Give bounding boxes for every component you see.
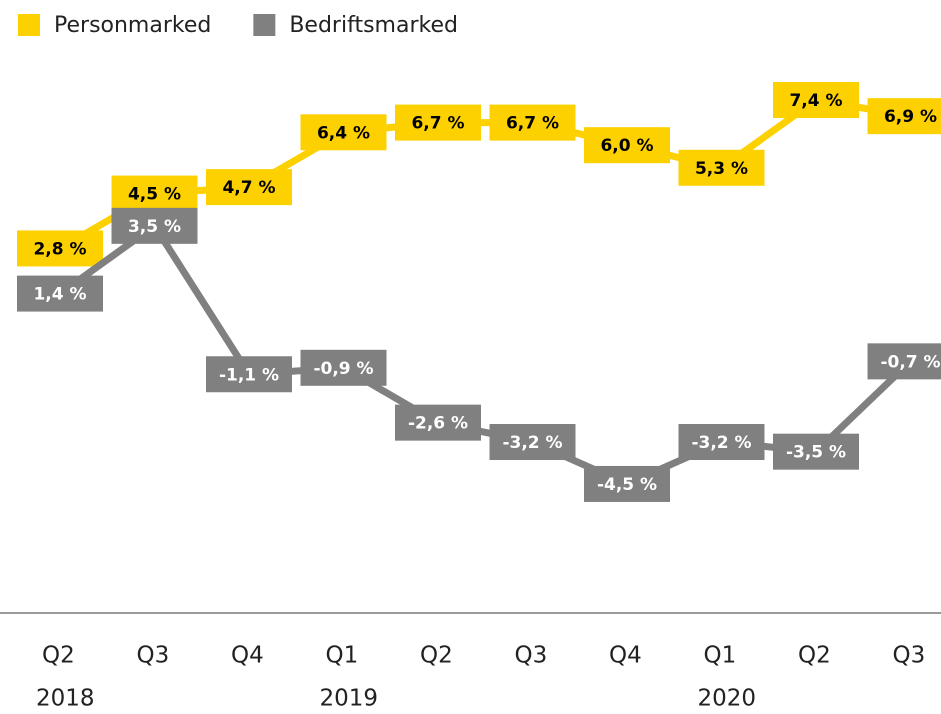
value-label: -2,6 % [408, 414, 468, 434]
value-box [867, 343, 941, 380]
value-label: 6,7 % [506, 114, 559, 134]
value-box [584, 127, 670, 164]
value-label: 6,4 % [317, 123, 370, 143]
value-box [111, 175, 198, 212]
legend-label: Personmarked [54, 13, 211, 38]
value-box [489, 424, 576, 461]
value-label: 1,4 % [33, 285, 86, 305]
value-label: 6,0 % [600, 136, 653, 156]
value-box [678, 149, 765, 186]
x-tick-label: Q2 [42, 643, 75, 669]
value-label: 6,7 % [411, 114, 464, 134]
x-tick-label: Q3 [515, 643, 548, 669]
value-label: -4,5 % [597, 475, 657, 495]
value-label: -0,7 % [880, 352, 940, 372]
value-label: 7,4 % [789, 91, 842, 111]
value-label: -1,1 % [219, 365, 279, 385]
x-tick-label: Q1 [326, 643, 359, 669]
value-box [395, 104, 481, 141]
value-box [773, 433, 859, 470]
value-label: 4,7 % [222, 178, 275, 198]
value-label: 5,3 % [695, 159, 748, 179]
value-box [17, 230, 103, 267]
value-box [206, 169, 292, 206]
value-box [678, 424, 765, 461]
value-box [489, 104, 576, 141]
value-box [395, 404, 481, 441]
x-tick-label: Q3 [893, 643, 926, 669]
value-label: -3,2 % [691, 433, 751, 453]
x-year-label: 2020 [698, 686, 757, 712]
x-tick-label: Q3 [137, 643, 170, 669]
value-label: 4,5 % [128, 185, 181, 205]
value-label: -3,2 % [502, 433, 562, 453]
legend-swatch [18, 14, 40, 36]
x-tick-label: Q2 [798, 643, 831, 669]
value-label: -3,5 % [786, 443, 846, 463]
value-box [300, 349, 387, 386]
value-box [206, 356, 292, 393]
value-label: 6,9 % [884, 107, 937, 127]
value-box [17, 275, 103, 312]
x-tick-label: Q1 [704, 643, 737, 669]
legend-label: Bedriftsmarked [289, 13, 458, 38]
value-box [867, 98, 941, 135]
series-line [58, 96, 912, 252]
value-box [111, 207, 198, 244]
x-tick-label: Q4 [231, 643, 264, 669]
value-label: 2,8 % [33, 239, 86, 259]
value-label: 3,5 % [128, 217, 181, 237]
value-box [773, 82, 859, 119]
value-box [300, 114, 387, 151]
value-box [584, 465, 670, 502]
x-year-label: 2019 [320, 686, 379, 712]
value-label: -0,9 % [313, 359, 373, 379]
legend-swatch [253, 14, 276, 36]
x-year-label: 2018 [36, 686, 95, 712]
x-tick-label: Q4 [609, 643, 642, 669]
x-tick-label: Q2 [420, 643, 453, 669]
series-line [57, 220, 913, 488]
